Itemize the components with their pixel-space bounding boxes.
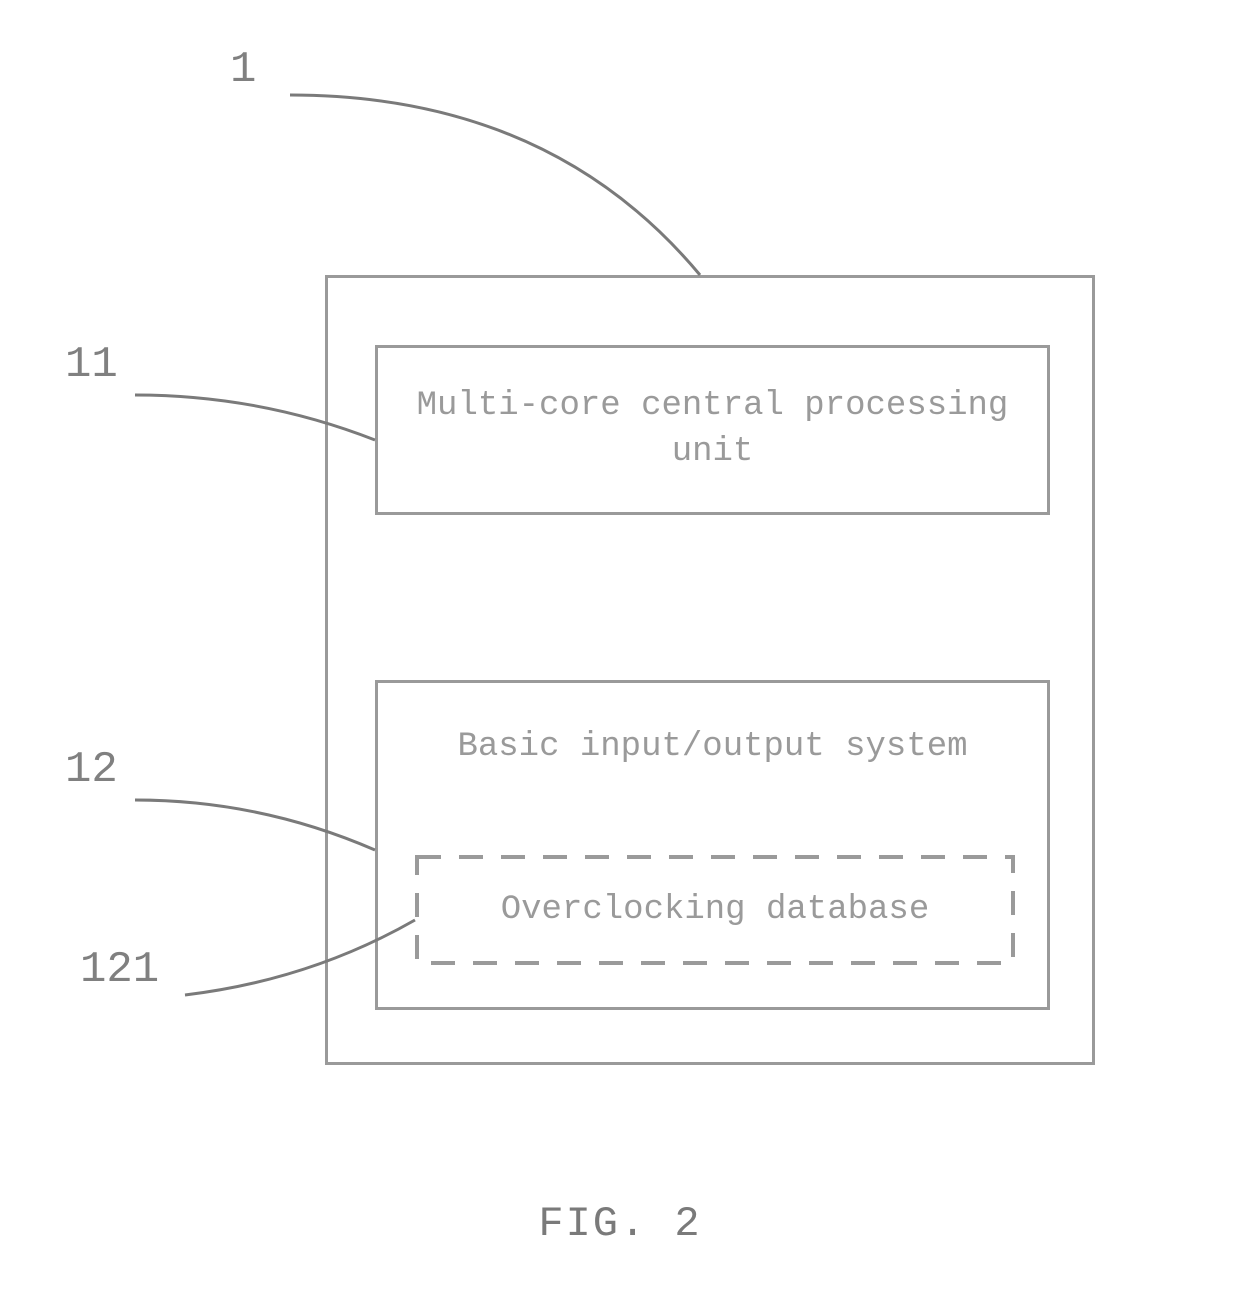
leader-line bbox=[290, 95, 700, 275]
cpu-box-text: Multi-core central processing unit bbox=[398, 384, 1027, 476]
ref-label-121: 121 bbox=[80, 945, 159, 995]
ref-label-12: 12 bbox=[65, 745, 118, 795]
ref-label-1: 1 bbox=[230, 45, 256, 95]
overclocking-database-text: Overclocking database bbox=[501, 891, 929, 929]
cpu-box: Multi-core central processing unit bbox=[375, 345, 1050, 515]
figure-canvas: Multi-core central processing unit Basic… bbox=[0, 0, 1240, 1295]
bios-box-title: Basic input/output system bbox=[378, 728, 1047, 766]
overclocking-database-box: Overclocking database bbox=[415, 855, 1015, 965]
ref-label-11: 11 bbox=[65, 340, 118, 390]
figure-caption: FIG. 2 bbox=[0, 1200, 1240, 1248]
